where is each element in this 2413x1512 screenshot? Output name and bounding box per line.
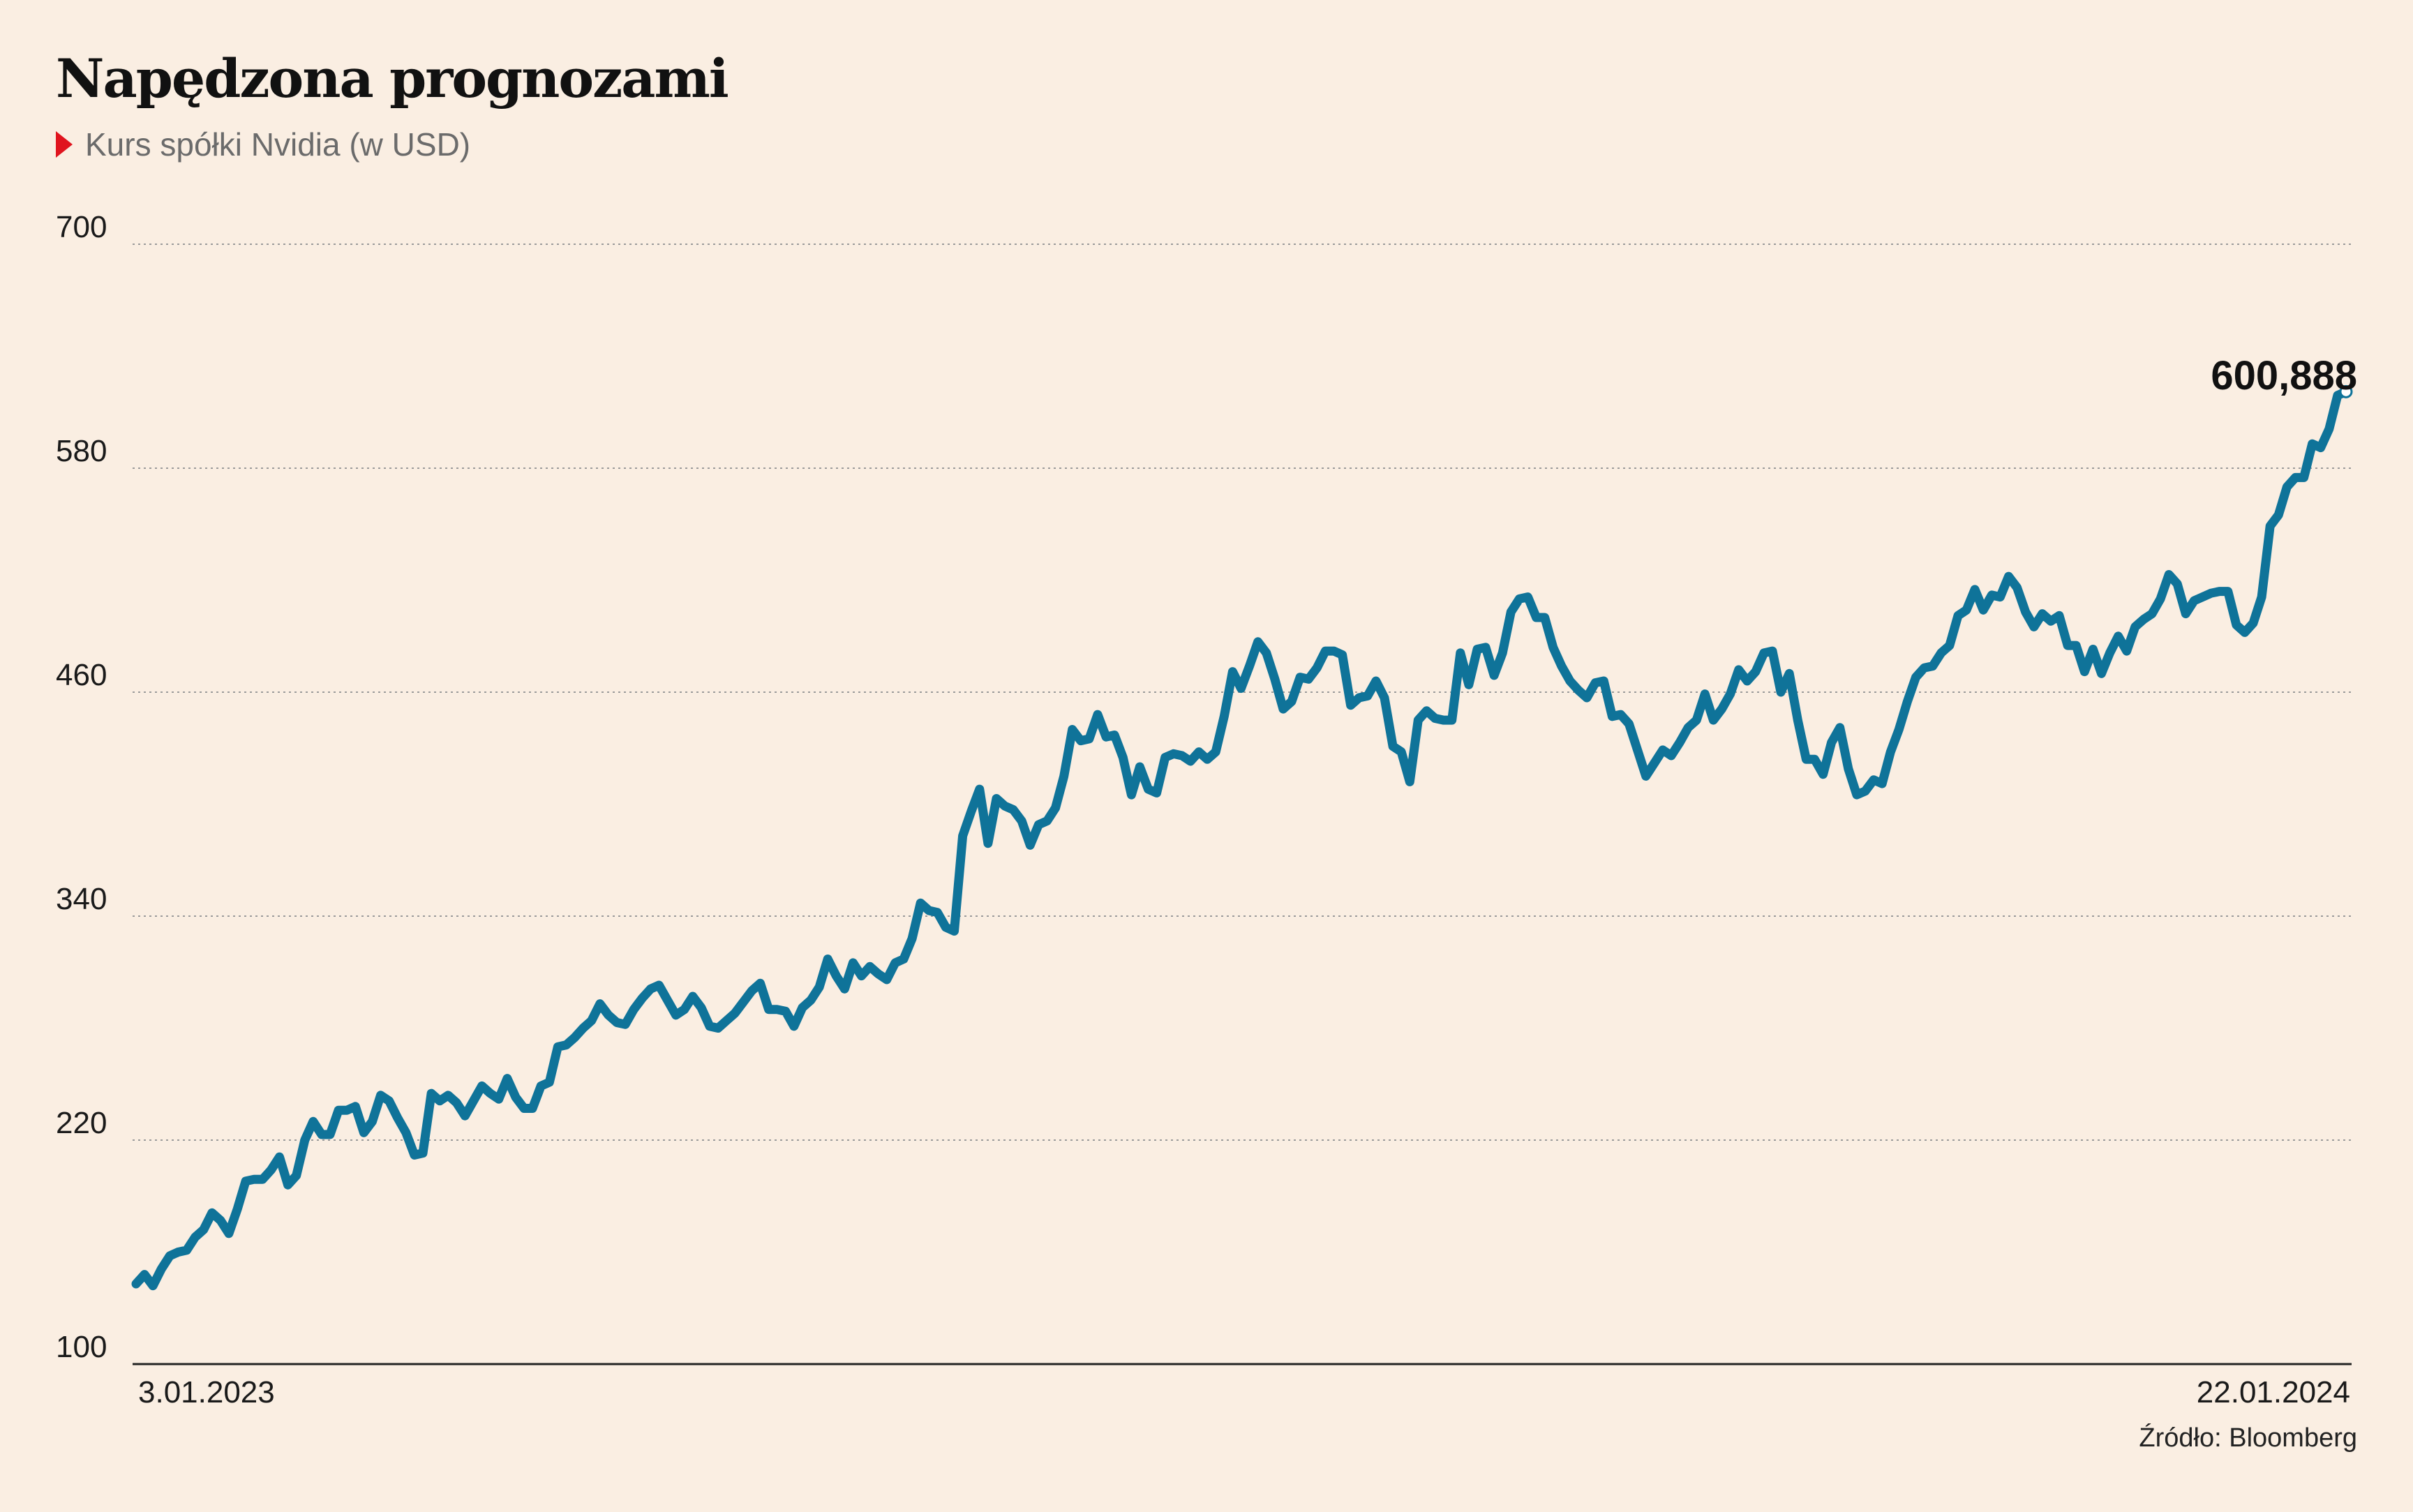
- x-axis-ticks: 3.01.2023 22.01.2024: [138, 1375, 2350, 1409]
- y-tick-label-220: 220: [56, 1106, 107, 1140]
- x-tick-label-end: 22.01.2024: [2197, 1375, 2350, 1409]
- y-tick-label-700: 700: [56, 210, 107, 244]
- chart-subtitle-text: Kurs spółki Nvidia (w USD): [85, 126, 471, 163]
- end-point-marker: [2339, 384, 2353, 398]
- y-tick-label-100: 100: [56, 1330, 107, 1364]
- y-tick-label-580: 580: [56, 434, 107, 468]
- y-tick-label-340: 340: [56, 882, 107, 916]
- series-line: [131, 387, 2351, 1291]
- annotations: 600,888: [2211, 353, 2357, 398]
- y-tick-label-460: 460: [56, 658, 107, 692]
- y-axis-ticks: 100 220 340 460 580 700: [56, 210, 107, 1364]
- red-triangle-icon: [56, 131, 73, 158]
- source-note: Źródło: Bloomberg: [2139, 1423, 2357, 1453]
- grid-lines: [133, 244, 2352, 1141]
- chart-title: Napędzona prognozami: [56, 47, 729, 110]
- x-tick-label-start: 3.01.2023: [138, 1375, 275, 1409]
- end-value-label: 600,888: [2211, 353, 2357, 398]
- series-layer: [131, 387, 2351, 1291]
- chart-subtitle: Kurs spółki Nvidia (w USD): [56, 126, 470, 163]
